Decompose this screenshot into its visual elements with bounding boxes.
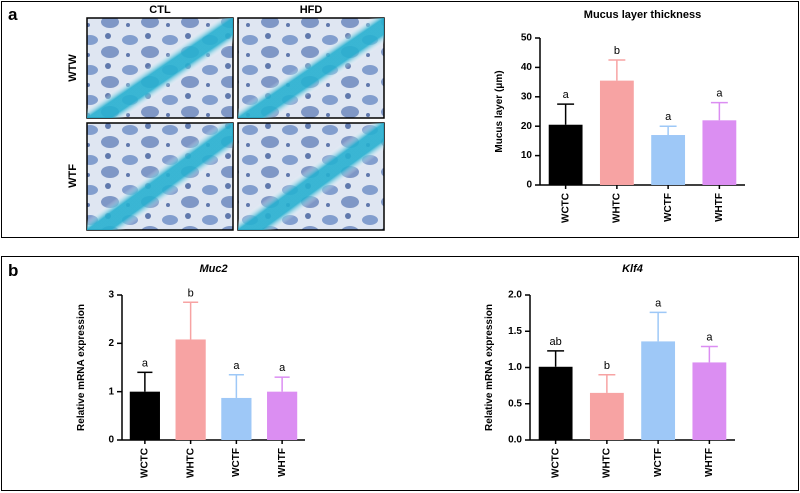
significance-letter: a xyxy=(655,297,662,309)
chart-title: Muc2 xyxy=(199,263,227,275)
bar xyxy=(651,135,686,185)
x-tick-label: WHTF xyxy=(277,448,288,477)
x-tick-label: WHTC xyxy=(612,193,623,223)
y-tick-label: 1.0 xyxy=(508,362,522,373)
histology-images xyxy=(86,17,385,231)
panel-label: b xyxy=(8,261,18,280)
histology-image xyxy=(87,18,233,118)
row-label: WTF xyxy=(67,164,79,188)
x-tick-label: WCTF xyxy=(653,448,664,477)
y-tick-label: 20 xyxy=(521,121,533,132)
bar xyxy=(692,362,727,440)
x-tick-label: WHTF xyxy=(714,193,725,222)
y-tick-label: 30 xyxy=(521,91,533,102)
bar xyxy=(589,392,624,440)
panel-frame xyxy=(1,256,799,491)
y-axis-label: Relative mRNA expression xyxy=(76,304,87,431)
bar xyxy=(538,366,573,440)
histology-image xyxy=(87,123,233,230)
bar xyxy=(702,120,737,185)
panel-label: a xyxy=(8,5,18,24)
x-tick-label: WHTF xyxy=(704,448,715,477)
significance-letter: a xyxy=(233,360,240,372)
significance-letter: a xyxy=(665,111,672,123)
row-label: WTW xyxy=(67,54,79,82)
column-label: CTL xyxy=(149,4,171,16)
y-tick-label: 2.0 xyxy=(508,290,522,301)
y-tick-label: 0.5 xyxy=(508,398,522,409)
significance-letter: b xyxy=(188,287,194,299)
y-tick-label: 40 xyxy=(521,62,533,73)
significance-letter: a xyxy=(716,88,723,100)
y-tick-label: 2 xyxy=(108,338,114,349)
bar xyxy=(267,391,298,440)
significance-letter: b xyxy=(614,45,620,57)
bar xyxy=(548,124,583,185)
bar xyxy=(221,397,252,440)
x-tick-label: WCTC xyxy=(550,448,561,478)
x-tick-label: WCTF xyxy=(231,448,242,477)
x-tick-label: WCTF xyxy=(663,193,674,222)
y-tick-label: 10 xyxy=(521,150,533,161)
significance-letter: b xyxy=(604,360,610,372)
significance-letter: a xyxy=(142,357,149,369)
chart-title: Mucus layer thickness xyxy=(584,9,701,21)
histology-image xyxy=(238,18,384,118)
significance-letter: ab xyxy=(550,336,562,348)
panel-frame xyxy=(1,1,799,238)
x-tick-label: WHTC xyxy=(185,448,196,478)
x-tick-label: WHTC xyxy=(602,448,613,478)
significance-letter: a xyxy=(563,89,570,101)
y-tick-label: 1.5 xyxy=(508,326,522,337)
bar xyxy=(641,341,676,440)
column-label: HFD xyxy=(300,4,323,16)
y-axis-label: Relative mRNA expression xyxy=(484,304,495,431)
y-tick-label: 50 xyxy=(521,33,533,44)
x-tick-label: WCTC xyxy=(140,448,151,478)
y-tick-label: 3 xyxy=(108,290,114,301)
bar xyxy=(129,391,160,440)
chart-title: Klf4 xyxy=(622,263,643,275)
bar xyxy=(599,80,634,185)
bar xyxy=(175,339,206,440)
y-tick-label: 1 xyxy=(108,386,114,397)
x-tick-label: WCTC xyxy=(560,193,571,223)
significance-letter: a xyxy=(279,362,286,374)
histology-image xyxy=(238,123,384,230)
y-tick-label: 0.0 xyxy=(508,435,522,446)
y-axis-label: Mucus layer (μm) xyxy=(494,70,505,152)
significance-letter: a xyxy=(706,331,713,343)
y-tick-label: 0 xyxy=(108,435,114,446)
y-tick-label: 0 xyxy=(526,180,532,191)
